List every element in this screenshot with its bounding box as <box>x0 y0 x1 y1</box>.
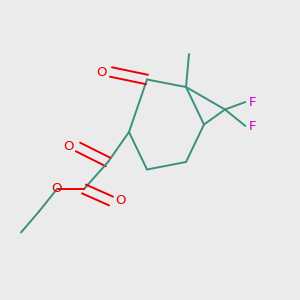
Text: F: F <box>249 119 256 133</box>
Text: O: O <box>52 182 62 196</box>
Text: F: F <box>249 95 256 109</box>
Text: O: O <box>63 140 74 154</box>
Text: O: O <box>116 194 126 208</box>
Text: O: O <box>96 65 106 79</box>
